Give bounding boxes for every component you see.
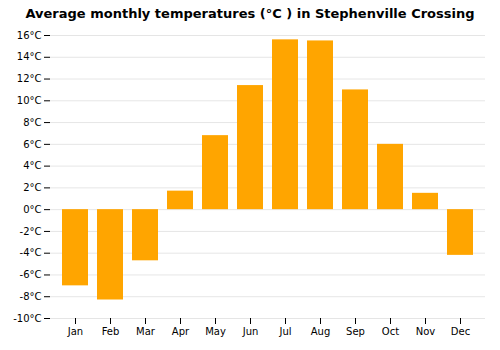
svg-text:2°C: 2°C <box>23 182 41 193</box>
svg-text:Sep: Sep <box>346 326 365 337</box>
svg-text:May: May <box>205 326 226 337</box>
svg-text:6°C: 6°C <box>23 139 41 150</box>
svg-text:10°C: 10°C <box>17 95 42 106</box>
svg-text:Mar: Mar <box>136 326 156 337</box>
svg-text:Aug: Aug <box>311 326 331 337</box>
svg-text:Feb: Feb <box>102 326 120 337</box>
svg-text:-8°C: -8°C <box>20 291 42 302</box>
svg-text:4°C: 4°C <box>23 160 41 171</box>
svg-text:Nov: Nov <box>416 326 436 337</box>
svg-text:-4°C: -4°C <box>20 247 42 258</box>
svg-text:Apr: Apr <box>172 326 190 337</box>
svg-text:Jan: Jan <box>67 326 83 337</box>
svg-text:-6°C: -6°C <box>20 269 42 280</box>
svg-text:16°C: 16°C <box>17 30 42 41</box>
svg-text:-10°C: -10°C <box>13 313 41 324</box>
svg-text:12°C: 12°C <box>17 73 42 84</box>
svg-text:Jun: Jun <box>242 326 259 337</box>
svg-text:Dec: Dec <box>451 326 470 337</box>
svg-text:-2°C: -2°C <box>20 226 42 237</box>
html-text:Average monthly temperatures (: Average monthly temperatures (°C ) in St… <box>25 6 475 21</box>
svg-text:Jul: Jul <box>278 326 291 337</box>
svg-text:0°C: 0°C <box>23 204 41 215</box>
svg-text:Oct: Oct <box>382 326 399 337</box>
svg-text:8°C: 8°C <box>23 117 41 128</box>
svg-text:14°C: 14°C <box>17 51 42 62</box>
